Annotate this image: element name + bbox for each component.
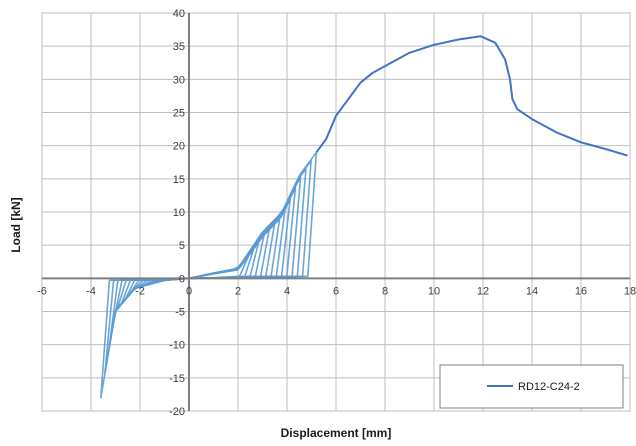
- y-tick-label: -10: [169, 340, 185, 352]
- x-tick-label: 2: [235, 285, 241, 297]
- x-tick-label: 8: [382, 285, 388, 297]
- y-axis-title: Load [kN]: [9, 197, 23, 252]
- x-tick-label: -6: [37, 285, 47, 297]
- x-tick-label: -2: [135, 285, 145, 297]
- x-tick-label: 12: [477, 285, 489, 297]
- y-tick-label: -5: [175, 307, 185, 319]
- tick-labels: -6 -4 -2 0 2 4 6 8 10 12 14 16 18-20-15-10-505101520…: [37, 8, 636, 418]
- legend-box: [439, 364, 624, 409]
- y-tick-label: 20: [173, 141, 185, 153]
- y-tick-label: 5: [179, 240, 185, 252]
- y-tick-label: 35: [173, 41, 185, 53]
- y-tick-label: 10: [173, 207, 185, 219]
- x-axis-title: Displacement [mm]: [281, 426, 392, 440]
- x-tick-label: 6: [333, 285, 339, 297]
- x-tick-label: 4: [284, 285, 290, 297]
- x-tick-label: 18: [624, 285, 636, 297]
- x-tick-label: 10: [428, 285, 440, 297]
- monotonic-curve: [315, 35, 628, 157]
- y-tick-label: 15: [173, 174, 185, 186]
- y-tick-label: 25: [173, 108, 185, 120]
- x-tick-label: 14: [526, 285, 538, 297]
- y-tick-label: 0: [179, 273, 185, 285]
- y-tick-label: 40: [173, 8, 185, 20]
- axes: [42, 13, 630, 411]
- series-line: [315, 35, 628, 157]
- legend-label: RD12-C24-2: [518, 381, 580, 393]
- x-tick-label: -4: [86, 285, 96, 297]
- grid-lines: [41, 12, 631, 412]
- x-tick-label: 0: [186, 285, 192, 297]
- legend: RD12-C24-2: [439, 364, 624, 409]
- x-tick-label: 16: [575, 285, 587, 297]
- y-tick-label: -20: [169, 406, 185, 418]
- y-tick-label: 30: [173, 74, 185, 86]
- y-tick-label: -15: [169, 373, 185, 385]
